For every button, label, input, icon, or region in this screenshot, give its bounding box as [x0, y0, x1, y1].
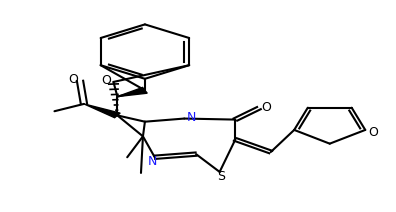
Polygon shape: [117, 87, 147, 97]
Text: O: O: [101, 74, 111, 87]
Text: N: N: [187, 112, 196, 124]
Text: O: O: [368, 126, 378, 138]
Text: O: O: [68, 73, 78, 86]
Text: S: S: [217, 170, 225, 183]
Text: N: N: [148, 155, 158, 168]
Text: O: O: [261, 101, 271, 114]
Polygon shape: [84, 104, 120, 118]
